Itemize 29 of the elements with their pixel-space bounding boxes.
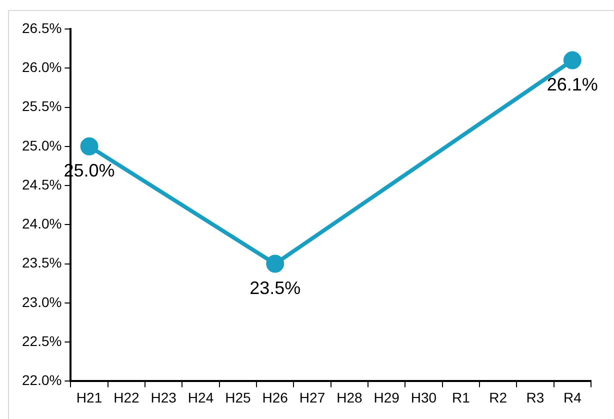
data-label: 26.1%: [546, 74, 598, 94]
y-tick-label: 23.5%: [22, 254, 62, 271]
y-tick-label: 24.5%: [22, 176, 62, 192]
point: [80, 137, 98, 156]
x-tick-label: H26: [262, 389, 288, 406]
x-tick-label: H28: [336, 389, 362, 406]
x-tick-label: H22: [114, 389, 140, 406]
y-tick-label: 26.0%: [22, 58, 62, 75]
x-tick-label: H30: [410, 389, 437, 406]
x-tick-label: R2: [489, 389, 508, 406]
x-tick-label: H24: [188, 389, 214, 406]
data-label: 23.5%: [250, 278, 301, 298]
x-tick-label: H27: [299, 389, 326, 406]
y-tick-label: 22.5%: [22, 332, 62, 349]
point: [563, 51, 582, 70]
point: [266, 254, 284, 273]
x-tick-label: R3: [526, 389, 544, 406]
y-tick-label: 26.5%: [22, 20, 62, 36]
y-tick-label: 25.5%: [22, 98, 62, 114]
x-tick-label: R1: [452, 389, 470, 406]
x-tick-label: H23: [150, 389, 177, 406]
x-tick-label: H25: [225, 389, 251, 406]
y-tick-label: 24.0%: [22, 216, 62, 232]
x-tick-label: R4: [563, 389, 582, 406]
y-tick-label: 22.0%: [22, 372, 62, 388]
y-tick-label: 23.0%: [22, 294, 62, 310]
x-tick-label: H21: [76, 389, 102, 406]
x-tick-label: H29: [374, 389, 400, 406]
y-tick-label: 25.0%: [22, 137, 62, 154]
